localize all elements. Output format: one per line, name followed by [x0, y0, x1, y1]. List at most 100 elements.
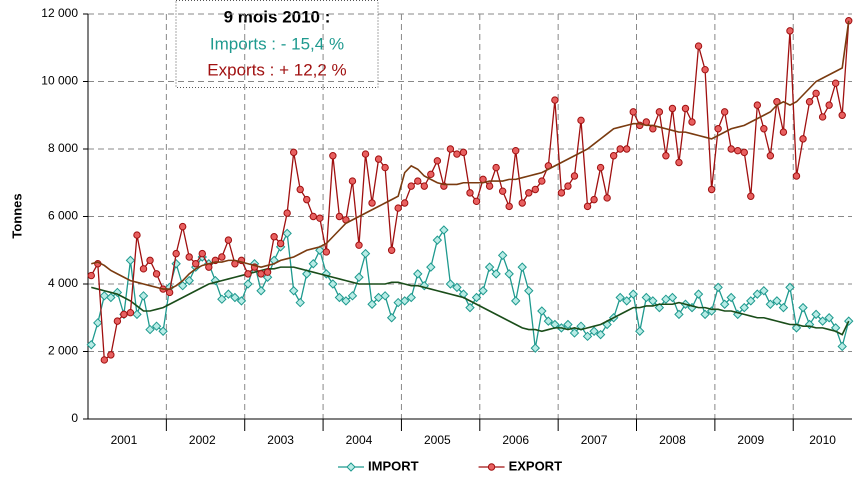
marker — [100, 356, 109, 364]
marker — [198, 249, 206, 258]
marker — [146, 256, 154, 265]
marker — [694, 42, 703, 50]
marker — [726, 292, 736, 303]
marker — [517, 262, 527, 272]
marker — [641, 292, 652, 303]
marker — [152, 270, 161, 278]
marker — [812, 89, 820, 98]
marker — [99, 291, 110, 301]
marker — [113, 317, 122, 325]
marker — [648, 296, 658, 306]
marker — [316, 214, 324, 222]
y-tick-label: 4 000 — [48, 276, 78, 290]
marker — [439, 225, 449, 235]
marker — [354, 272, 364, 282]
marker — [328, 279, 338, 289]
marker — [466, 189, 474, 197]
marker — [772, 296, 782, 306]
marker — [158, 326, 168, 336]
x-tick-label: 2006 — [502, 433, 529, 447]
marker — [446, 145, 455, 153]
marker — [713, 282, 723, 293]
trend-line — [91, 266, 850, 336]
marker — [151, 321, 162, 331]
marker — [492, 163, 500, 172]
marker — [746, 296, 756, 306]
marker — [185, 253, 193, 261]
marker — [394, 204, 402, 212]
marker — [668, 104, 677, 113]
marker — [420, 182, 428, 190]
y-tick-label: 0 — [71, 411, 78, 425]
marker — [538, 177, 546, 185]
marker — [654, 302, 665, 313]
marker — [419, 280, 429, 291]
marker — [551, 96, 559, 104]
annotation: Imports : - 15,4 % — [210, 34, 344, 53]
marker — [765, 299, 776, 309]
marker — [427, 170, 435, 179]
marker — [367, 299, 377, 309]
marker — [263, 268, 272, 276]
marker — [321, 269, 332, 279]
x-tick-label: 2005 — [424, 433, 451, 447]
marker — [747, 192, 755, 200]
marker — [276, 239, 285, 248]
marker — [734, 146, 742, 155]
marker — [727, 145, 735, 153]
marker — [165, 288, 174, 297]
marker — [675, 158, 683, 167]
marker — [335, 212, 344, 221]
marker — [543, 316, 554, 326]
marker — [223, 289, 234, 299]
marker — [138, 291, 149, 301]
marker — [126, 308, 135, 317]
marker — [603, 194, 611, 202]
marker — [779, 128, 788, 136]
marker — [120, 310, 128, 319]
marker — [799, 135, 807, 143]
marker — [282, 228, 292, 239]
marker — [283, 209, 291, 217]
marker — [308, 259, 318, 269]
marker — [145, 324, 155, 335]
marker — [210, 275, 221, 286]
marker — [811, 309, 821, 320]
marker — [785, 282, 795, 293]
marker — [355, 241, 363, 249]
marker — [177, 280, 188, 291]
marker — [525, 189, 533, 197]
y-tick-label: 10 000 — [41, 74, 78, 88]
marker — [792, 172, 801, 180]
marker — [192, 260, 200, 268]
marker — [707, 185, 716, 194]
marker — [583, 202, 592, 211]
x-tick-label: 2009 — [737, 433, 764, 447]
marker — [413, 269, 423, 279]
marker — [478, 286, 488, 296]
marker — [401, 199, 409, 207]
marker — [445, 279, 456, 289]
marker — [257, 270, 265, 278]
marker — [407, 182, 415, 190]
marker — [662, 152, 670, 160]
marker — [348, 177, 357, 185]
marker — [831, 79, 840, 87]
marker — [844, 316, 854, 326]
marker — [700, 309, 710, 320]
marker — [530, 343, 541, 353]
marker — [825, 101, 833, 109]
marker — [334, 292, 345, 303]
marker — [93, 318, 103, 328]
marker — [759, 286, 769, 296]
marker — [387, 246, 396, 254]
marker — [346, 462, 356, 472]
marker — [230, 292, 240, 303]
marker — [341, 296, 351, 306]
marker — [778, 302, 789, 313]
marker — [753, 101, 762, 109]
marker — [184, 275, 194, 286]
marker — [569, 328, 580, 338]
marker — [524, 286, 534, 296]
marker — [465, 302, 475, 313]
